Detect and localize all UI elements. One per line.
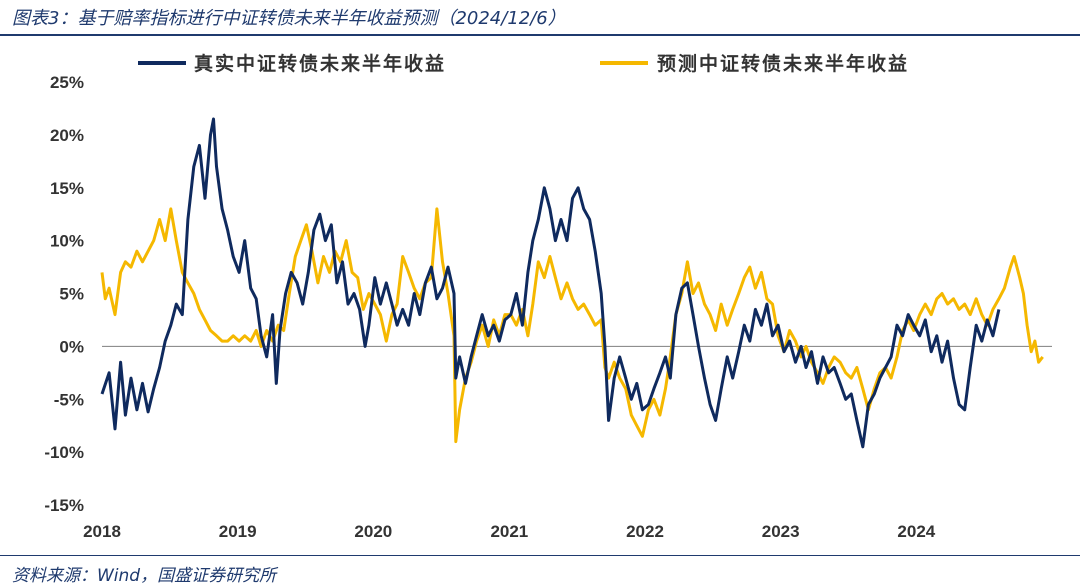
bottom-divider (0, 555, 1080, 556)
x-tick-label: 2023 (762, 522, 800, 541)
x-tick-label: 2020 (354, 522, 392, 541)
legend-label-actual: 真实中证转债未来半年收益 (194, 52, 446, 75)
y-tick-label: 15% (50, 179, 84, 198)
series-group (100, 117, 1044, 449)
x-tick-label: 2019 (219, 522, 257, 541)
figure-title: 图表3：基于赔率指标进行中证转债未来半年收益预测（2024/12/6） (12, 8, 566, 29)
series-line-actual (100, 117, 1001, 449)
y-axis: 25% 20% 15% 10% 5% 0% -5% -10% -15% (44, 73, 1052, 515)
source-note: 资料来源：Wind，国盛证券研究所 (12, 566, 277, 586)
legend: 真实中证转债未来半年收益 预测中证转债未来半年收益 (138, 52, 909, 75)
y-tick-label: 5% (59, 285, 84, 304)
x-tick-label: 2024 (897, 522, 935, 541)
y-tick-label: 25% (50, 73, 84, 92)
x-axis: 2018 2019 2020 2021 2022 2023 2024 (83, 522, 936, 541)
y-tick-label: -15% (44, 496, 84, 515)
line-chart: 真实中证转债未来半年收益 预测中证转债未来半年收益 25% 20% 15% 10% 5%… (44, 52, 1052, 541)
y-tick-label: 10% (50, 232, 84, 251)
series-line-forecast (100, 207, 1044, 444)
top-divider (0, 34, 1080, 36)
y-tick-label: -10% (44, 443, 84, 462)
legend-label-forecast: 预测中证转债未来半年收益 (657, 52, 909, 75)
x-tick-label: 2021 (490, 522, 528, 541)
x-tick-label: 2022 (626, 522, 664, 541)
y-tick-label: 0% (59, 337, 84, 356)
y-tick-label: 20% (50, 126, 84, 145)
y-tick-label: -5% (54, 390, 84, 409)
x-tick-label: 2018 (83, 522, 121, 541)
